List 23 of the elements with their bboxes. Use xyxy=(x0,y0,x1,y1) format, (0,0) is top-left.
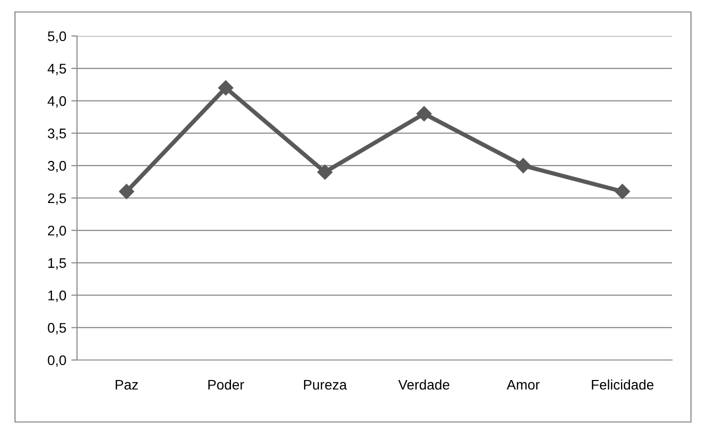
y-tick-label: 4,0 xyxy=(48,96,66,108)
y-tick-label: 1,0 xyxy=(48,290,66,302)
y-tick-label: 1,5 xyxy=(48,258,66,270)
y-tick-label: 2,0 xyxy=(48,226,66,238)
y-tick-label: 0,0 xyxy=(48,355,66,367)
y-tick-label: 0,5 xyxy=(48,322,66,334)
x-tick-label: Paz xyxy=(116,380,138,390)
x-tick-label: Verdade xyxy=(398,379,450,390)
point xyxy=(119,184,134,200)
point xyxy=(317,164,332,180)
y-tick-label: 3,0 xyxy=(48,160,66,172)
point xyxy=(516,158,531,174)
y-tick-label: 4,5 xyxy=(48,64,66,76)
point xyxy=(614,184,630,200)
y-tick-label: 2,5 xyxy=(48,193,66,205)
y-tick-label: 3,5 xyxy=(48,128,66,140)
x-tick-label: Pureza xyxy=(304,380,347,390)
x-tick-label: Amor xyxy=(506,380,540,390)
point xyxy=(416,106,432,122)
x-tick-label: Felicidade xyxy=(592,379,654,390)
x-tick-label: Poder xyxy=(208,379,244,390)
y-tick-label: 5,0 xyxy=(48,31,66,43)
point xyxy=(218,80,234,96)
